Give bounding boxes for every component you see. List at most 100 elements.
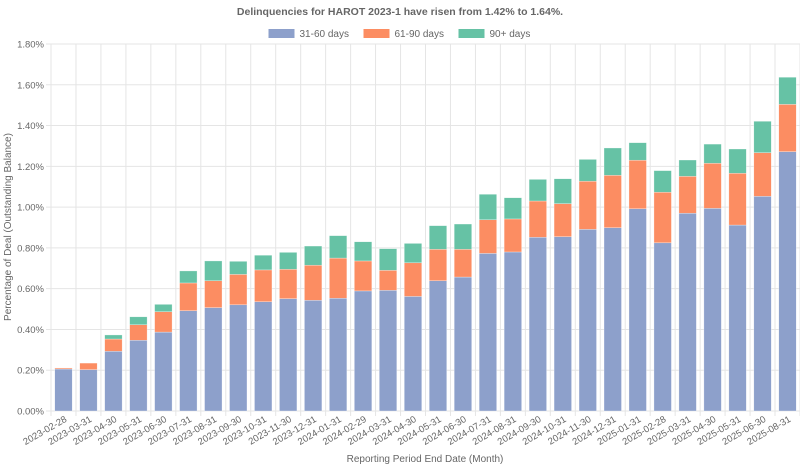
bar-segment-90-days [279,252,298,270]
bars [54,76,797,412]
y-tick-label: 0.20% [17,366,44,377]
bar-segment-31-60-days [279,298,298,412]
bar-segment-61-90-days [204,280,223,308]
bar-segment-90-days [379,248,398,271]
bar-segment-90-days [404,243,423,264]
y-tick-label: 0.80% [17,243,44,254]
bar-segment-61-90-days [79,362,98,370]
legend-item[interactable]: 61-90 days [363,29,444,40]
gridlines [46,43,800,416]
bar-segment-90-days [329,235,348,259]
bar-segment-31-60-days [354,290,373,412]
bar-segment-61-90-days [678,176,697,214]
y-axis-title: Percentage of Deal (Outstanding Balance) [3,133,14,321]
bar-segment-90-days [728,148,747,174]
legend-label: 61-90 days [395,29,444,40]
bar-segment-61-90-days [703,163,722,209]
bar-segment-61-90-days [553,203,572,237]
bar-segment-90-days [478,194,497,221]
bar-segment-90-days [453,223,472,250]
bar-segment-31-60-days [528,237,547,412]
bar-segment-61-90-days [653,191,672,244]
bar-segment-90-days [229,261,248,275]
y-tick-label: 1.80% [17,40,44,51]
bar-segment-61-90-days [354,260,373,292]
bar-segment-90-days [104,334,123,340]
bar-segment-31-60-days [603,227,622,412]
bar-segment-31-60-days [404,296,423,412]
bar-segment-31-60-days [653,242,672,412]
bar-segment-31-60-days [154,331,173,412]
bar-segment-61-90-days [728,173,747,226]
x-axis-title: Reporting Period End Date (Month) [347,454,504,465]
legend-swatch [268,29,295,38]
y-tick-label: 1.00% [17,203,44,214]
bar-segment-31-60-days [254,301,273,412]
bar-segment-61-90-days [379,270,398,291]
bar-segment-31-60-days [204,307,223,412]
bar-segment-31-60-days [179,310,198,412]
bar-segment-61-90-days [628,159,647,209]
bar-segment-61-90-days [428,249,447,281]
bar-segment-90-days [678,159,697,177]
bar-segment-31-60-days [428,280,447,412]
legend-label: 31-60 days [300,29,349,40]
bar-segment-31-60-days [104,351,123,412]
bar-segment-61-90-days [179,282,198,311]
bar-segment-31-60-days [379,290,398,412]
bar-segment-31-60-days [304,300,323,412]
bar-segment-31-60-days [678,212,697,412]
bar-segment-61-90-days [154,311,173,333]
legend-swatch [458,29,485,38]
bar-segment-61-90-days [279,269,298,299]
bar-segment-90-days [603,147,622,176]
bar-segment-90-days [653,170,672,193]
y-axis-ticks: 0.00% 0.20% 0.40% 0.60% 0.80% 1.00% 1.20% 1.40%… [17,40,44,418]
bar-segment-61-90-days [528,200,547,238]
bar-segment-61-90-days [104,338,123,352]
legend-swatch [363,29,390,38]
bar-segment-90-days [628,142,647,161]
bar-segment-61-90-days [778,104,797,152]
bar-segment-90-days [503,197,522,220]
legend: 31-60 days 61-90 days 90+ days [268,29,531,40]
y-tick-label: 1.60% [17,80,44,91]
bar-segment-61-90-days [578,180,597,230]
legend-label: 90+ days [490,29,531,40]
bar-segment-31-60-days [329,297,348,412]
bar-segment-90-days [428,225,447,250]
bar-segment-31-60-days [79,369,98,412]
bar-segment-31-60-days [628,208,647,412]
bar-segment-31-60-days [553,236,572,412]
bar-segment-90-days [703,143,722,164]
bar-segment-61-90-days [329,257,348,299]
y-tick-label: 1.20% [17,162,44,173]
bar-segment-90-days [578,159,597,182]
bar-segment-31-60-days [129,340,148,412]
bar-segment-61-90-days [753,152,772,197]
y-tick-label: 1.40% [17,121,44,132]
legend-item[interactable]: 90+ days [458,29,531,40]
bar-segment-31-60-days [453,276,472,412]
bar-segment-31-60-days [578,229,597,412]
bar-segment-31-60-days [728,224,747,412]
bar-segment-90-days [753,121,772,153]
bar-segment-31-60-days [229,304,248,412]
y-tick-label: 0.00% [17,407,44,418]
bar-segment-31-60-days [778,151,797,412]
bar-segment-90-days [179,270,198,284]
bar-segment-61-90-days [503,218,522,253]
bar-segment-61-90-days [453,249,472,278]
bar-segment-90-days [778,76,797,105]
chart-title: Delinquencies for HAROT 2023-1 have rise… [237,6,563,18]
bar-segment-61-90-days [254,269,273,302]
legend-item[interactable]: 31-60 days [268,29,349,40]
y-tick-label: 0.60% [17,284,44,295]
y-tick-label: 0.40% [17,325,44,336]
bar-segment-61-90-days [54,367,73,370]
bar-segment-61-90-days [478,219,497,254]
x-axis-ticks: 2023-02-282023-03-312023-04-302023-05-31… [21,414,793,448]
bar-segment-90-days [204,260,223,281]
bar-segment-90-days [553,178,572,204]
